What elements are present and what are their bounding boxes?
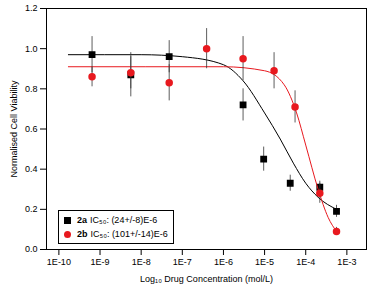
svg-text:1E-10: 1E-10 — [47, 257, 71, 267]
svg-text:1E-8: 1E-8 — [132, 257, 151, 267]
svg-text:Log₁₀ Drug Concentration (mol/: Log₁₀ Drug Concentration (mol/L) — [140, 274, 273, 284]
svg-text:1E-7: 1E-7 — [173, 257, 192, 267]
svg-text:1E-3: 1E-3 — [337, 257, 356, 267]
svg-text:1.0: 1.0 — [25, 44, 38, 54]
svg-text:0.4: 0.4 — [25, 164, 38, 174]
html-text:2a IC₅₀: (24+/-8)E-6: 2a IC₅₀: (24+/-8)E-6 — [77, 215, 158, 225]
svg-text:0.6: 0.6 — [25, 124, 38, 134]
svg-text:1E-5: 1E-5 — [255, 257, 274, 267]
svg-text:1E-9: 1E-9 — [91, 257, 110, 267]
svg-text:0.8: 0.8 — [25, 84, 38, 94]
svg-text:0.2: 0.2 — [25, 204, 38, 214]
svg-text:1E-6: 1E-6 — [214, 257, 233, 267]
svg-text:Normalised Cell Viability: Normalised Cell Viability — [9, 80, 19, 177]
svg-text:1E-4: 1E-4 — [296, 257, 315, 267]
svg-text:0.0: 0.0 — [25, 244, 38, 254]
svg-text:1.2: 1.2 — [25, 3, 38, 13]
html-text:2b IC₅₀: (101+/-14)E-6: 2b IC₅₀: (101+/-14)E-6 — [77, 229, 168, 239]
